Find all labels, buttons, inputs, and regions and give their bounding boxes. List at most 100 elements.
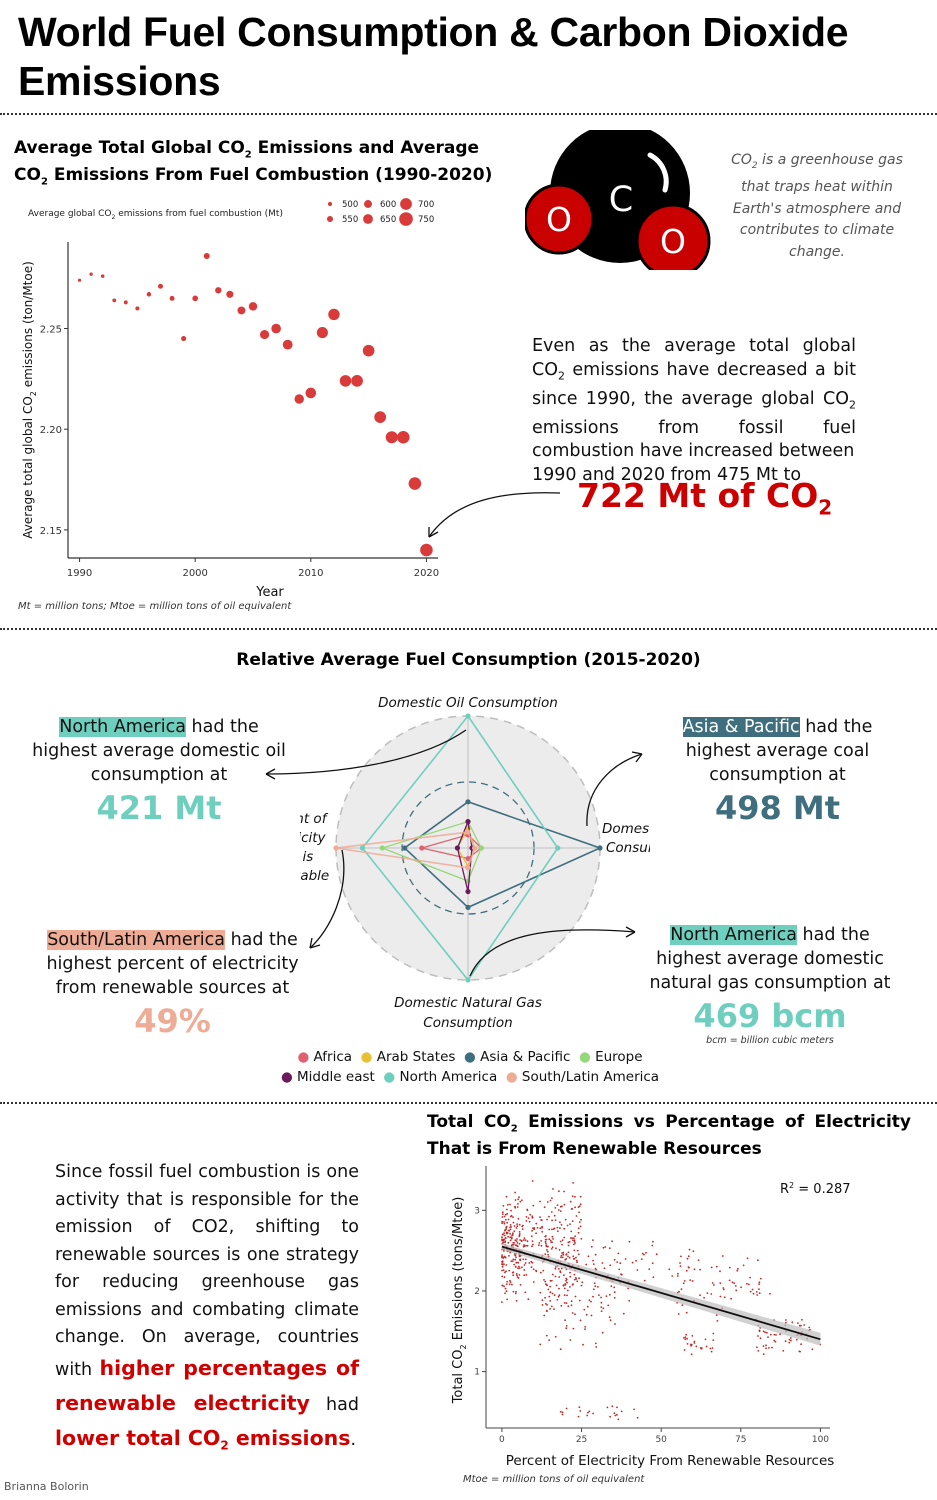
chart1-point — [123, 300, 128, 305]
radar-series-point — [465, 904, 471, 910]
chart3-point — [549, 1308, 551, 1310]
chart3-point — [762, 1345, 765, 1347]
chart3-point — [569, 1339, 572, 1341]
chart3-point — [580, 1284, 583, 1287]
chart3-point — [614, 1414, 617, 1417]
chart3-point — [506, 1208, 508, 1211]
chart3-point — [571, 1195, 574, 1198]
chart1-point — [237, 306, 246, 315]
chart3-point — [551, 1197, 553, 1199]
chart3-point — [501, 1211, 504, 1214]
chart3-point — [585, 1263, 588, 1266]
legend-item-europe: ● Europe — [578, 1049, 643, 1065]
chart3-point — [614, 1323, 616, 1325]
chart3-point — [785, 1319, 787, 1321]
chart3-point — [504, 1237, 507, 1239]
chart3-point — [566, 1281, 568, 1284]
chart3-point — [561, 1239, 564, 1242]
radar-series-point — [359, 845, 365, 851]
chart3-point — [559, 1227, 561, 1229]
chart3-point — [541, 1226, 543, 1229]
chart3-point — [576, 1249, 579, 1252]
chart3-point — [715, 1265, 718, 1268]
chart3-point — [687, 1255, 690, 1258]
chart3-point — [513, 1230, 516, 1233]
chart3-point — [564, 1218, 567, 1221]
page-title: World Fuel Consumption & Carbon Dioxide … — [18, 9, 849, 104]
chart3-point — [592, 1295, 594, 1298]
chart3-point — [690, 1353, 693, 1356]
chart3-point — [544, 1280, 547, 1283]
chart3-point — [521, 1228, 524, 1230]
chart3-point — [531, 1229, 533, 1232]
chart3-point — [572, 1255, 575, 1258]
chart3-point — [683, 1337, 685, 1339]
chart3-point — [636, 1269, 639, 1271]
chart3-point — [556, 1299, 559, 1301]
chart3-point — [520, 1239, 523, 1242]
chart3-point — [532, 1227, 534, 1229]
chart3-point — [686, 1343, 689, 1345]
chart3-point — [565, 1279, 567, 1282]
chart3-point — [503, 1221, 505, 1223]
chart3-point — [719, 1270, 721, 1273]
chart3-point — [613, 1297, 616, 1299]
chart3-point — [569, 1271, 571, 1274]
chart3-point — [570, 1300, 573, 1303]
chart3-point — [551, 1235, 554, 1238]
chart3-point — [586, 1414, 589, 1417]
chart3-point — [800, 1343, 802, 1346]
chart3-point — [558, 1287, 560, 1290]
chart3-point — [592, 1239, 594, 1241]
chart3-point — [551, 1273, 554, 1276]
chart3-point — [759, 1337, 762, 1340]
chart3-point — [628, 1300, 631, 1302]
section-divider — [0, 628, 937, 630]
chart3-point — [567, 1255, 569, 1258]
chart3-point — [561, 1411, 564, 1414]
chart3-point — [700, 1347, 703, 1350]
chart1-point — [215, 287, 222, 294]
chart3-point — [530, 1260, 533, 1263]
chart3-point — [574, 1206, 576, 1209]
chart3-point — [532, 1281, 535, 1283]
chart3-point — [539, 1216, 541, 1218]
chart3-point — [680, 1288, 683, 1290]
chart3-point — [795, 1338, 798, 1341]
chart1-point — [157, 283, 164, 289]
chart3-point — [558, 1294, 561, 1297]
chart3-point — [507, 1203, 509, 1206]
chart3-point — [522, 1224, 524, 1227]
chart1-x-tick-label: 1990 — [67, 568, 92, 579]
chart1-svg: Average global CO2 emissions from fuel c… — [21, 198, 439, 600]
chart3-point — [581, 1281, 584, 1284]
chart3-point — [563, 1203, 566, 1206]
chart3-x-label: Percent of Electricity From Renewable Re… — [506, 1453, 835, 1469]
chart3-point — [544, 1302, 547, 1305]
chart3-point — [546, 1201, 549, 1203]
chart3-point — [598, 1294, 600, 1296]
chart3-point — [765, 1344, 767, 1347]
chart3-point — [680, 1255, 682, 1258]
chart3-point — [620, 1410, 623, 1413]
chart3-point — [548, 1228, 551, 1231]
chart3-point — [568, 1256, 571, 1259]
chart3-point — [574, 1195, 576, 1198]
chart3-point — [633, 1408, 635, 1411]
chart3-point — [552, 1188, 554, 1190]
radar-axis-gas: Domestic Natural Gas Consumption — [394, 995, 542, 1031]
chart1-point — [271, 323, 281, 334]
radar-series-point — [333, 845, 339, 851]
chart3-point — [597, 1286, 599, 1288]
chart3-point — [679, 1265, 682, 1267]
chart3-point — [530, 1235, 533, 1238]
chart3-point — [577, 1227, 580, 1230]
chart3-point — [609, 1319, 612, 1322]
chart3-point — [539, 1271, 542, 1274]
chart3-point — [651, 1244, 654, 1247]
chart3-point — [773, 1339, 776, 1342]
chart3-point — [530, 1266, 533, 1269]
chart3-point — [551, 1292, 554, 1295]
chart1-point — [248, 302, 258, 311]
chart3-point — [502, 1238, 505, 1241]
